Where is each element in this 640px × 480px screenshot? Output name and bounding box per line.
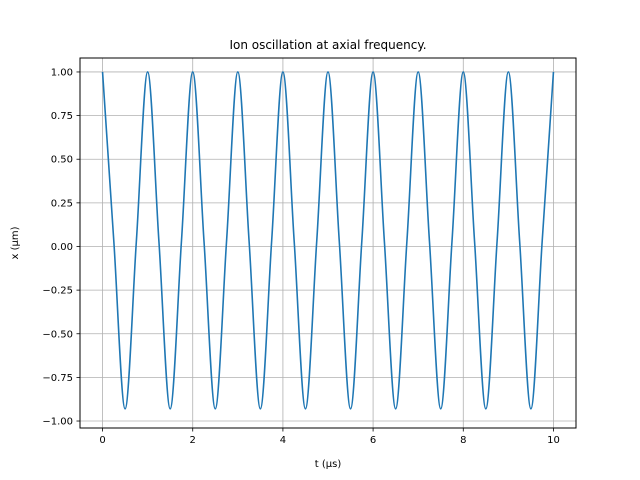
y-tick-label: 0.75: [51, 111, 73, 122]
series-layer: [101, 71, 555, 410]
y-tick-label: 0.25: [51, 198, 73, 209]
y-tick-label: −0.50: [42, 329, 73, 340]
y-tick-label: 0.00: [51, 242, 73, 253]
y-tick-label: 0.50: [51, 155, 73, 166]
x-tick-label: 4: [280, 435, 286, 446]
series-line: [101, 71, 555, 410]
y-axis: −1.00 −0.75 −0.50 −0.25 0.00 0.25 0.50 0.75 1.00: [42, 67, 80, 428]
x-tick-label: 6: [370, 435, 376, 446]
y-axis-title: x (µm): [10, 226, 21, 259]
x-axis: 0 2 4 6 8 10: [99, 428, 560, 446]
x-tick-label: 10: [547, 435, 560, 446]
y-tick-label: −0.25: [42, 286, 73, 297]
x-tick-label: 8: [460, 435, 466, 446]
y-tick-label: −1.00: [42, 417, 73, 428]
x-tick-label: 0: [99, 435, 105, 446]
chart-title: Ion oscillation at axial frequency.: [229, 38, 426, 52]
x-tick-label: 2: [190, 435, 196, 446]
x-axis-title: t (µs): [315, 459, 342, 470]
y-tick-label: 1.00: [51, 67, 73, 78]
plot-frame: [79, 57, 577, 429]
y-tick-label: −0.75: [42, 373, 73, 384]
